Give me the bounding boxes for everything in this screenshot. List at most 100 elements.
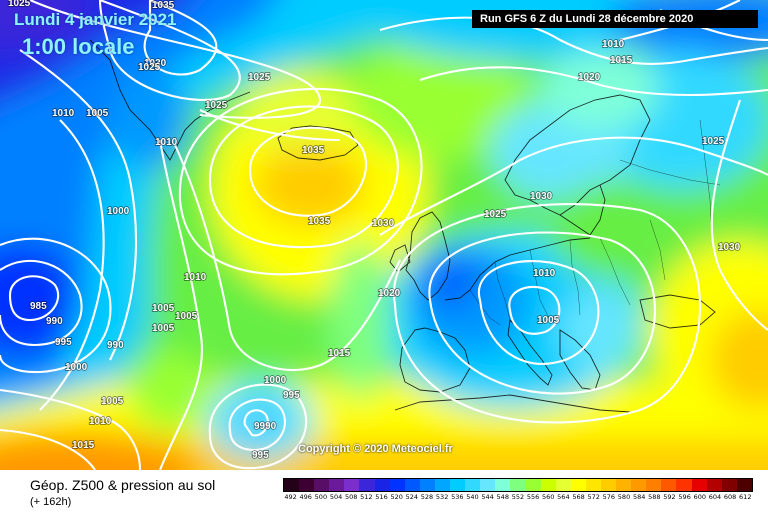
legend-tick: 600 (693, 493, 706, 501)
legend-tick: 604 (708, 493, 722, 501)
legend-tick: 552 (511, 493, 525, 501)
isobar-label: 1005 (152, 303, 175, 314)
isobar-label: 990 (46, 316, 63, 327)
legend-swatch (585, 479, 601, 491)
legend-tick-labels: 492 496 500 504 508 512 516 520 524 528 532 536 540 5… (283, 493, 753, 501)
legend-swatch (721, 479, 737, 491)
isobar-label: 1030 (144, 58, 167, 69)
legend-color-bar (283, 478, 753, 492)
legend-tick: 564 (557, 493, 570, 501)
legend-swatch (465, 479, 481, 491)
legend-swatch (374, 479, 390, 491)
isobar-label: 1035 (308, 216, 331, 227)
legend-tick: 492 (284, 493, 297, 501)
legend-tick: 516 (375, 493, 388, 501)
forecast-time: 1:00 locale (22, 34, 135, 59)
footer: Géop. Z500 & pression au sol (+ 162h) 49… (0, 470, 768, 512)
isobar-label: 1030 (718, 242, 741, 253)
isobar-label: 1025 (8, 0, 31, 9)
forecast-date: Lundi 4 janvier 2021 (14, 10, 177, 29)
isobar-label: 9990 (254, 421, 277, 432)
legend-tick: 588 (648, 493, 661, 501)
isobar-label: 995 (252, 450, 269, 461)
legend-tick: 572 (587, 493, 600, 501)
isobar-label: 1005 (537, 315, 560, 326)
legend-swatch (600, 479, 617, 491)
legend-swatch (299, 479, 315, 491)
legend-swatch (706, 479, 722, 491)
legend-swatch (389, 479, 405, 491)
legend-swatch (359, 479, 375, 491)
legend-swatch (661, 479, 677, 491)
legend-swatch (434, 479, 451, 491)
legend-swatch (646, 479, 662, 491)
isobar-label: 1005 (152, 323, 175, 334)
isobars (0, 0, 768, 470)
isobar-label: 1000 (107, 206, 130, 217)
isobar-label: 1015 (72, 440, 95, 451)
legend-swatch (495, 479, 511, 491)
legend-tick: 608 (723, 493, 737, 501)
color-scale-legend: 492 496 500 504 508 512 516 520 524 528 532 536 540 5… (283, 478, 753, 508)
isobar-label: 995 (55, 337, 72, 348)
isobar-label: 1020 (578, 72, 601, 83)
legend-swatch (525, 479, 541, 491)
legend-swatch (555, 479, 571, 491)
legend-tick: 568 (572, 493, 585, 501)
isobar-label: 1025 (702, 136, 725, 147)
legend-tick: 520 (390, 493, 403, 501)
legend-swatch (736, 479, 752, 491)
isobar-label: 1010 (52, 108, 75, 119)
legend-tick: 596 (678, 493, 691, 501)
legend-tick: 496 (299, 493, 312, 501)
legend-swatch (314, 479, 330, 491)
copyright-text: Copyright © 2020 Meteociel.fr (298, 443, 453, 455)
isobar-label: 1010 (602, 39, 625, 50)
legend-swatch (404, 479, 420, 491)
legend-tick: 612 (739, 493, 752, 501)
isobar-label: 1035 (302, 145, 325, 156)
isobar-label: 1025 (138, 62, 161, 73)
isobar-label: 1015 (328, 348, 351, 359)
isobar-label: 995 (283, 390, 300, 401)
legend-tick: 504 (329, 493, 343, 501)
legend-tick: 540 (466, 493, 479, 501)
legend-swatch (540, 479, 556, 491)
legend-swatch (570, 479, 586, 491)
legend-swatch (450, 479, 466, 491)
geopotential-field (0, 0, 768, 470)
legend-tick: 560 (542, 493, 555, 501)
map-caption: Géop. Z500 & pression au sol (30, 477, 216, 493)
isobar-label: 1010 (89, 416, 112, 427)
legend-tick: 548 (496, 493, 509, 501)
legend-swatch (691, 479, 707, 491)
isobar-label: 1010 (155, 137, 178, 148)
run-info: Run GFS 6 Z du Lundi 28 décembre 2020 (472, 10, 758, 28)
legend-tick: 536 (451, 493, 464, 501)
legend-tick: 592 (663, 493, 676, 501)
isobar-label: 1025 (248, 72, 271, 83)
isobar-label: 1005 (175, 311, 198, 322)
legend-tick: 508 (344, 493, 358, 501)
isobar-label: 1010 (533, 268, 556, 279)
legend-tick: 532 (435, 493, 449, 501)
isobar-label: 1030 (530, 191, 553, 202)
coastlines (89, 39, 716, 413)
forecast-offset: (+ 162h) (30, 496, 72, 508)
isobar-label: 1010 (184, 272, 207, 283)
isobar-label: 1000 (65, 362, 88, 373)
legend-tick: 580 (617, 493, 631, 501)
isobar-label: 1005 (86, 108, 109, 119)
isobar-label: 1015 (610, 55, 633, 66)
legend-tick: 584 (632, 493, 646, 501)
legend-tick: 528 (420, 493, 434, 501)
legend-swatch (676, 479, 692, 491)
legend-swatch (344, 479, 360, 491)
legend-swatch (284, 479, 300, 491)
isobar-label: 1030 (372, 218, 395, 229)
legend-swatch (329, 479, 345, 491)
legend-swatch (631, 479, 647, 491)
isobar-label: 1005 (101, 396, 124, 407)
